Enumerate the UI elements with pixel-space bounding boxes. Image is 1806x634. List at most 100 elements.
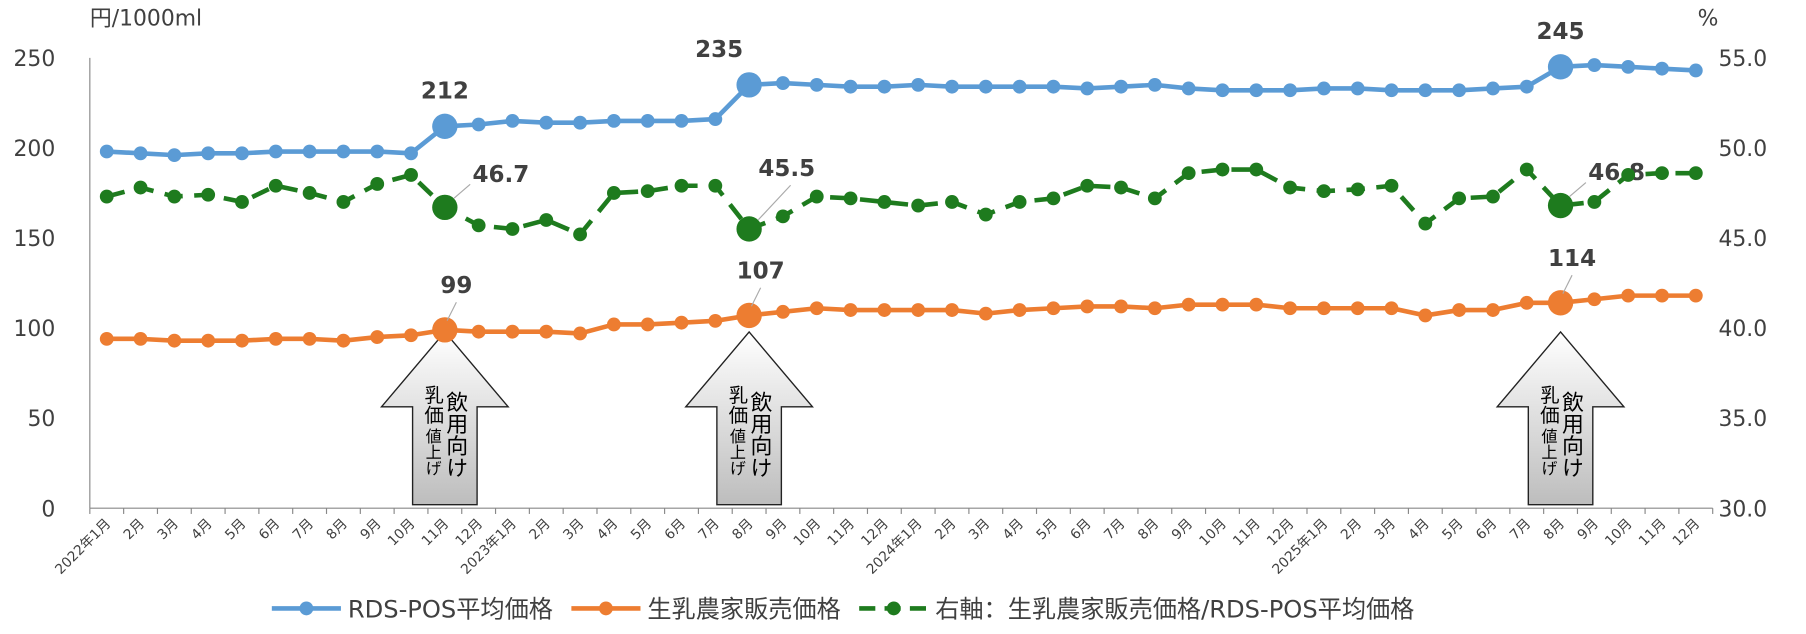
- point: [1249, 162, 1264, 177]
- x-tick-label: 5月: [628, 516, 655, 543]
- y-tick-label: 150: [14, 227, 56, 252]
- x-tick-label: 11月: [1230, 516, 1264, 550]
- x-tick-label: 4月: [594, 516, 621, 543]
- y-tick-label: 50: [27, 407, 55, 432]
- leader-line: [1562, 274, 1573, 294]
- point: [674, 315, 689, 330]
- point: [1350, 81, 1365, 96]
- point: [302, 144, 317, 159]
- x-tick-label: 3月: [560, 516, 587, 543]
- point: [1114, 79, 1128, 94]
- x-tick-label: 2月: [932, 516, 959, 543]
- point: [167, 333, 182, 348]
- point: [1147, 77, 1162, 92]
- data-label: 45.5: [758, 156, 815, 182]
- point: [99, 144, 114, 159]
- point: [1080, 178, 1095, 193]
- point: [1114, 299, 1128, 314]
- x-tick-label: 7月: [290, 516, 317, 543]
- point: [167, 189, 182, 204]
- point: [432, 113, 458, 139]
- point: [640, 113, 655, 128]
- point: [776, 76, 790, 90]
- point: [1316, 184, 1331, 199]
- point: [539, 324, 554, 339]
- point: [1283, 301, 1297, 316]
- point: [1181, 81, 1196, 96]
- leader-line: [453, 183, 471, 199]
- x-tick-label: 5月: [222, 516, 249, 543]
- point: [1547, 54, 1574, 80]
- point: [1384, 178, 1399, 193]
- point: [674, 178, 689, 193]
- point: [640, 184, 655, 199]
- point: [1080, 299, 1095, 314]
- arrow-shape: [684, 330, 814, 506]
- point: [1547, 290, 1574, 316]
- arrow-text: 飲用向け: [1558, 391, 1583, 479]
- point: [1587, 195, 1602, 209]
- point: [201, 187, 216, 202]
- point: [404, 146, 418, 161]
- x-tick-label: 4月: [1405, 516, 1432, 543]
- point: [1655, 61, 1669, 76]
- point: [201, 333, 216, 348]
- point: [911, 198, 926, 213]
- x-tick-label: 9月: [1575, 516, 1602, 543]
- point: [1350, 301, 1365, 316]
- y2-tick-label: 30.0: [1718, 497, 1767, 522]
- point: [736, 216, 762, 242]
- data-label: 245: [1537, 19, 1585, 45]
- point: [1249, 297, 1264, 312]
- legend-label: 右軸：生乳農家販売価格/RDS-POS平均価格: [935, 596, 1414, 624]
- point: [640, 317, 655, 332]
- leader-line: [446, 301, 457, 321]
- point: [1418, 216, 1433, 231]
- point: [809, 77, 824, 92]
- x-tick-label: 10月: [1602, 516, 1636, 550]
- x-tick-label: 3月: [1372, 516, 1399, 543]
- x-tick-label: 9月: [763, 516, 790, 543]
- x-tick-label: 6月: [256, 516, 283, 543]
- x-tick-label: 6月: [1473, 516, 1500, 543]
- point: [877, 79, 892, 94]
- point: [302, 331, 317, 346]
- point: [911, 303, 926, 317]
- x-tick-label: 10月: [1196, 516, 1230, 550]
- point: [573, 227, 587, 242]
- point: [1114, 180, 1128, 195]
- point: [235, 146, 249, 161]
- arrow-shape: [380, 330, 510, 506]
- point: [235, 195, 249, 209]
- point: [539, 115, 554, 130]
- point: [776, 304, 790, 319]
- y-tick-label: 250: [14, 47, 56, 72]
- point: [1688, 288, 1703, 303]
- arrow-text: 乳価: [421, 385, 444, 424]
- point: [1587, 292, 1602, 307]
- x-tick-label: 7月: [695, 516, 722, 543]
- point: [945, 303, 959, 317]
- point: [1350, 182, 1365, 197]
- point: [370, 330, 385, 344]
- point: [978, 306, 993, 321]
- x-tick-label: 5月: [1439, 516, 1466, 543]
- point: [336, 144, 351, 159]
- point: [1012, 303, 1027, 317]
- point: [1688, 63, 1703, 78]
- point: [370, 177, 385, 191]
- point: [1316, 301, 1331, 316]
- leader-line: [750, 287, 762, 307]
- point: [505, 113, 520, 128]
- x-tick-label: 5月: [1034, 516, 1061, 543]
- y2-tick-label: 55.0: [1718, 47, 1767, 72]
- point: [776, 209, 790, 224]
- point: [99, 189, 114, 204]
- x-tick-label: 3月: [154, 516, 181, 543]
- x-tick-label: 11月: [1636, 516, 1670, 550]
- point: [1080, 81, 1095, 96]
- x-tick-label: 8月: [1135, 516, 1162, 543]
- point: [1384, 83, 1399, 98]
- point: [1046, 191, 1061, 206]
